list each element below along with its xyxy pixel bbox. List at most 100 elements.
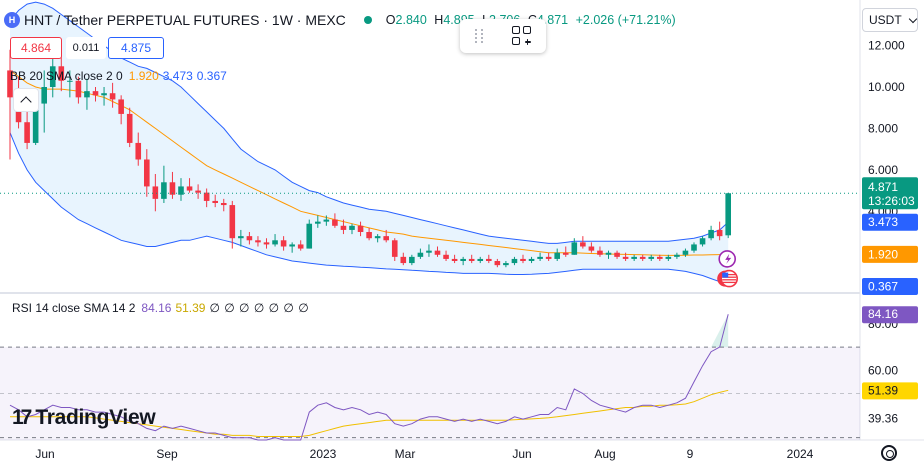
bb-upper-tag-label: 3.473 bbox=[868, 215, 898, 229]
quick-layout-icon[interactable] bbox=[511, 26, 532, 46]
chevron-down-icon bbox=[908, 14, 917, 23]
us-flag-canton bbox=[722, 272, 729, 278]
rsi-legend[interactable]: RSI 14 close SMA 14 2 84.16 51.39 ∅ ∅ ∅ ∅ ∅… bbox=[12, 301, 309, 315]
candle-body bbox=[118, 99, 124, 114]
candle-body bbox=[537, 256, 543, 259]
bb-lower-tag-bg bbox=[862, 278, 918, 296]
time-tick-label: 2023 bbox=[310, 447, 337, 461]
candle-body bbox=[409, 256, 415, 264]
rsi-value-tag bbox=[862, 306, 918, 324]
candle-body bbox=[597, 250, 603, 255]
candle-body bbox=[528, 258, 535, 261]
candle-body bbox=[144, 159, 150, 187]
open-key: O bbox=[385, 13, 396, 27]
candle-body bbox=[41, 87, 47, 104]
rsi-sma-tag-label: 51.39 bbox=[868, 383, 898, 397]
time-tick-label: 9 bbox=[687, 447, 694, 461]
rsi-value-tag-label: 84.16 bbox=[868, 307, 898, 321]
candle-body bbox=[49, 66, 56, 87]
last-price-tag-bg bbox=[862, 177, 918, 210]
candle-body bbox=[126, 113, 133, 143]
currency-select[interactable]: USDT bbox=[862, 8, 918, 32]
candle-body bbox=[477, 258, 484, 261]
candle-body bbox=[468, 258, 475, 261]
price-tick-label: 8.000 bbox=[868, 121, 898, 135]
price-tick-label: 12.000 bbox=[868, 39, 905, 53]
candle-body bbox=[67, 80, 73, 82]
candle-body bbox=[605, 252, 612, 255]
bb-upper-tag-bg bbox=[862, 213, 918, 231]
live-dot-icon bbox=[363, 16, 372, 24]
candle-body bbox=[725, 193, 731, 236]
candle-body bbox=[169, 182, 176, 195]
candle-body bbox=[84, 91, 90, 98]
candle-body bbox=[289, 244, 295, 247]
candle-body bbox=[32, 103, 39, 143]
spread-value: 0.011 bbox=[66, 37, 106, 59]
candle-body bbox=[434, 250, 441, 255]
brand-name: TradingView bbox=[35, 406, 156, 429]
bb-lower-line bbox=[9, 132, 729, 287]
candle-body bbox=[101, 93, 107, 96]
candle-body bbox=[657, 256, 663, 259]
candle-body bbox=[494, 261, 501, 266]
candle-body bbox=[297, 244, 304, 249]
time-tick-label: Mar bbox=[395, 447, 416, 461]
candle-body bbox=[203, 192, 210, 201]
candle-body bbox=[7, 70, 13, 98]
collapse-legend-button[interactable] bbox=[13, 88, 39, 112]
candle-body bbox=[708, 229, 714, 239]
drag-handle-icon[interactable] bbox=[474, 29, 483, 43]
candle-body bbox=[665, 256, 672, 259]
candle-body bbox=[426, 250, 432, 253]
candle-body bbox=[315, 221, 321, 224]
rsi-sma-value: 51.39 bbox=[175, 301, 206, 315]
candle-body bbox=[186, 186, 193, 191]
price-tick-label: 10.000 bbox=[868, 80, 905, 94]
buy-price-button[interactable]: 4.875 bbox=[108, 37, 164, 59]
candle-body bbox=[272, 240, 278, 245]
candle-body bbox=[682, 250, 689, 255]
change-value: +2.026 (+71.21%) bbox=[575, 13, 676, 27]
open-value: 2.840 bbox=[395, 13, 427, 27]
candle-body bbox=[366, 232, 372, 239]
collapse-chevron-icon bbox=[20, 96, 32, 108]
flash-bolt bbox=[725, 253, 732, 264]
bb-legend[interactable]: BB 20 SMA close 2 0 1.920 3.473 0.367 bbox=[10, 69, 231, 83]
quick-layout-toolbar[interactable] bbox=[460, 19, 546, 53]
candle-body bbox=[58, 66, 65, 81]
sell-price-button[interactable]: 4.864 bbox=[10, 37, 62, 59]
rsi-label: RSI 14 close SMA 14 2 bbox=[12, 301, 136, 315]
candle-body bbox=[246, 236, 253, 241]
candle-body bbox=[255, 240, 261, 243]
candle-body bbox=[554, 252, 560, 259]
time-tick-label: 2024 bbox=[787, 447, 814, 461]
candle-body bbox=[622, 256, 629, 259]
bb-lower-value: 0.367 bbox=[196, 69, 227, 83]
bb-band-fill bbox=[10, 2, 729, 287]
high-key: H bbox=[434, 13, 444, 27]
candle-body bbox=[332, 219, 338, 226]
candle-body bbox=[391, 240, 398, 257]
candle-body bbox=[691, 244, 697, 251]
symbol-title[interactable]: HNT / Tether PERPETUAL FUTURES · 1W · ME… bbox=[24, 12, 346, 28]
candle-body bbox=[699, 238, 706, 245]
last-price-label: 4.871 bbox=[868, 180, 898, 194]
candle-body bbox=[374, 236, 381, 239]
candle-body bbox=[152, 186, 159, 199]
candle-body bbox=[520, 258, 526, 261]
candle-body bbox=[451, 258, 458, 261]
candle-body bbox=[588, 246, 595, 251]
bb-upper-line bbox=[9, 1, 729, 244]
settings-icon[interactable] bbox=[881, 445, 897, 461]
tradingview-logo: 17 TradingView bbox=[12, 406, 156, 430]
bb-lower-tag-label: 0.367 bbox=[868, 280, 898, 294]
candle-body bbox=[716, 229, 723, 237]
candle-body bbox=[503, 263, 509, 266]
candle-body bbox=[562, 252, 569, 255]
candle-body bbox=[614, 252, 620, 257]
countdown-label: 13:26:03 bbox=[868, 194, 915, 208]
candle-body bbox=[229, 205, 236, 239]
candle-body bbox=[75, 80, 82, 98]
